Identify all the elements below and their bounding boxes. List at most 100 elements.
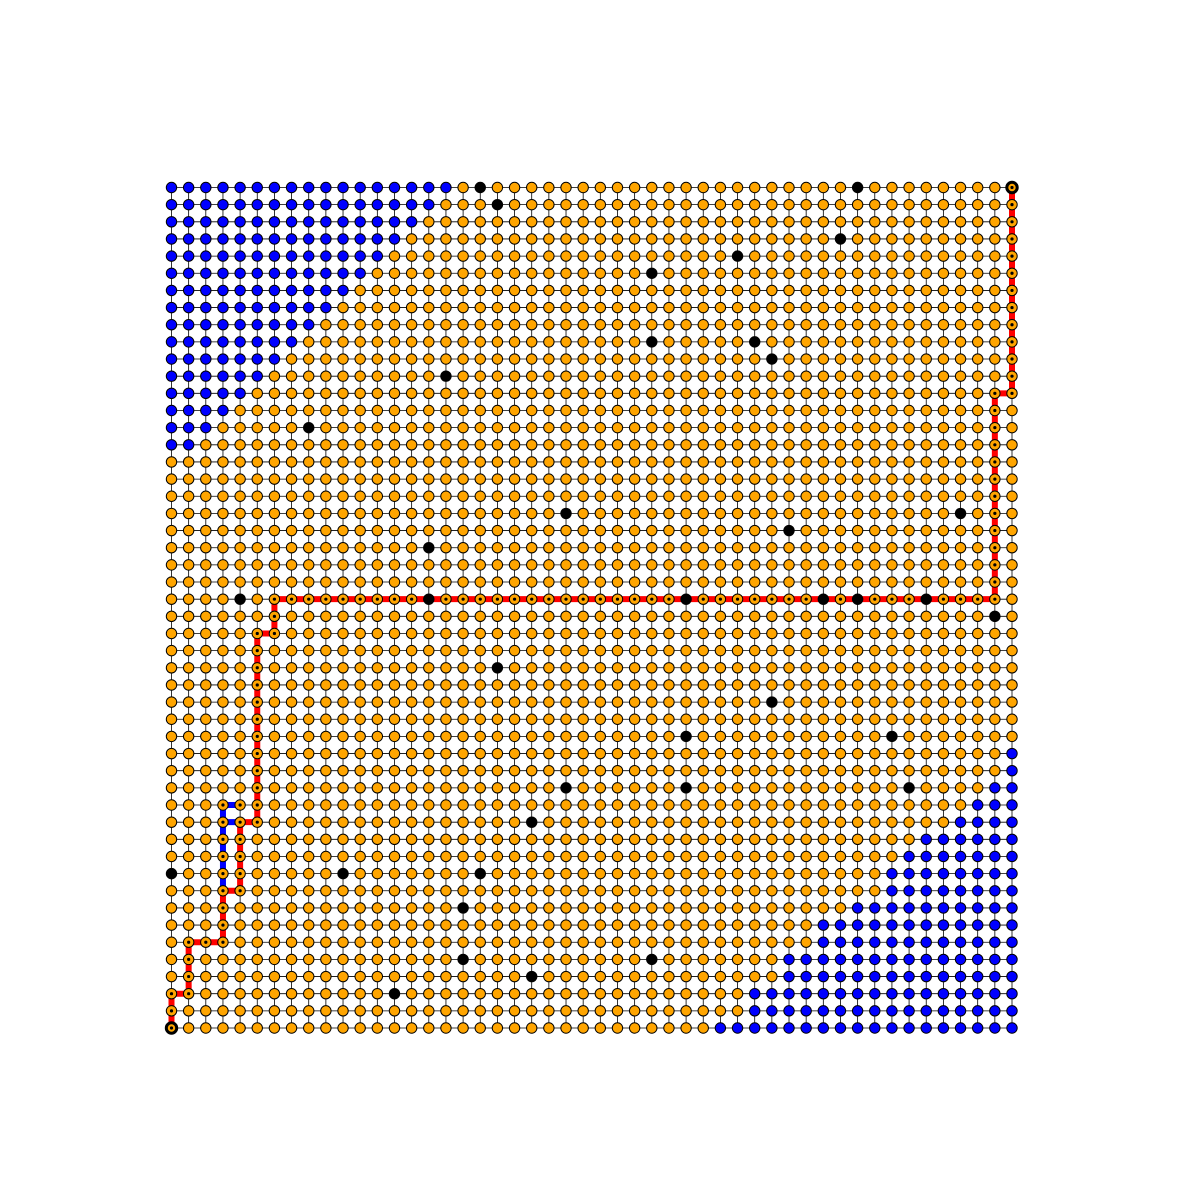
grid-node <box>697 1022 709 1034</box>
reached-node <box>869 1022 881 1034</box>
grid-node <box>234 730 246 743</box>
grid-node <box>577 524 589 537</box>
grid-node <box>182 902 195 914</box>
grid-node <box>388 679 401 691</box>
grid-node <box>817 782 830 794</box>
path-node-marker <box>255 666 259 670</box>
grid-node <box>423 833 435 846</box>
grid-node <box>731 507 744 520</box>
grid-node <box>783 559 795 571</box>
wall-node <box>680 782 692 794</box>
grid-node <box>834 439 847 451</box>
grid-node <box>714 679 727 691</box>
grid-node <box>388 696 401 708</box>
reached-node <box>268 233 281 245</box>
reached-node <box>165 216 178 228</box>
grid-node <box>457 181 469 194</box>
path-node-marker <box>169 1009 174 1013</box>
grid-node <box>903 679 915 691</box>
path-node-marker <box>512 597 517 601</box>
grid-node <box>440 576 452 588</box>
grid-node <box>303 1022 315 1034</box>
path-node-marker <box>255 683 259 687</box>
grid-node <box>903 198 915 211</box>
grid-node <box>371 524 384 537</box>
grid-node <box>646 1005 658 1017</box>
grid-node <box>989 301 1001 314</box>
wall-node <box>491 662 504 674</box>
grid-node <box>405 953 418 966</box>
grid-node <box>526 387 538 400</box>
grid-node <box>920 747 932 760</box>
grid-node <box>165 524 178 537</box>
reached-node <box>766 1005 778 1017</box>
grid-node <box>508 919 521 931</box>
grid-node <box>646 387 658 400</box>
grid-node <box>697 867 709 880</box>
reached-node <box>182 353 195 365</box>
grid-node <box>423 885 435 897</box>
path-node-marker <box>255 649 259 653</box>
grid-node <box>611 524 624 537</box>
grid-node <box>457 713 469 725</box>
grid-node <box>714 336 727 348</box>
grid-node <box>731 885 744 897</box>
grid-node <box>971 490 984 502</box>
grid-node <box>268 559 281 571</box>
grid-node <box>285 559 298 571</box>
grid-node <box>594 181 607 194</box>
grid-node <box>217 696 229 708</box>
grid-node <box>508 233 521 245</box>
grid-node <box>457 319 469 331</box>
grid-node <box>817 404 830 417</box>
grid-node <box>920 696 932 708</box>
grid-node <box>920 301 932 314</box>
grid-node <box>663 336 675 348</box>
grid-node <box>800 267 812 279</box>
grid-node <box>800 867 812 880</box>
grid-node <box>766 524 778 537</box>
grid-node <box>526 576 538 588</box>
grid-node <box>354 713 366 725</box>
grid-node <box>611 644 624 657</box>
grid-node <box>371 267 384 279</box>
grid-node <box>423 644 435 657</box>
grid-node <box>920 233 932 245</box>
grid-node <box>851 867 864 880</box>
grid-node <box>388 765 401 777</box>
grid-node <box>731 662 744 674</box>
grid-node <box>628 1005 641 1017</box>
grid-node <box>303 713 315 725</box>
reached-node <box>251 181 263 194</box>
grid-node <box>783 404 795 417</box>
grid-node <box>491 765 504 777</box>
grid-node <box>440 936 452 948</box>
reached-node <box>954 1005 967 1017</box>
grid-node <box>303 850 315 863</box>
grid-node <box>200 850 212 863</box>
reached-node <box>800 1005 812 1017</box>
grid-node <box>714 850 727 863</box>
grid-node <box>697 404 709 417</box>
grid-node <box>200 559 212 571</box>
reached-node <box>165 301 178 314</box>
grid-node <box>405 387 418 400</box>
grid-node <box>526 833 538 846</box>
grid-node <box>337 473 349 485</box>
reached-node <box>971 833 984 846</box>
grid-node <box>800 936 812 948</box>
reached-node <box>869 970 881 983</box>
grid-node <box>663 713 675 725</box>
reached-node <box>937 867 950 880</box>
grid-node <box>628 747 641 760</box>
grid-node <box>611 816 624 828</box>
grid-node <box>234 456 246 468</box>
grid-node <box>714 747 727 760</box>
grid-node <box>697 336 709 348</box>
grid-node <box>594 765 607 777</box>
grid-node <box>320 696 332 708</box>
grid-node <box>886 696 898 708</box>
path-node-marker <box>187 957 191 961</box>
reached-node <box>234 233 246 245</box>
reached-node <box>920 919 932 931</box>
